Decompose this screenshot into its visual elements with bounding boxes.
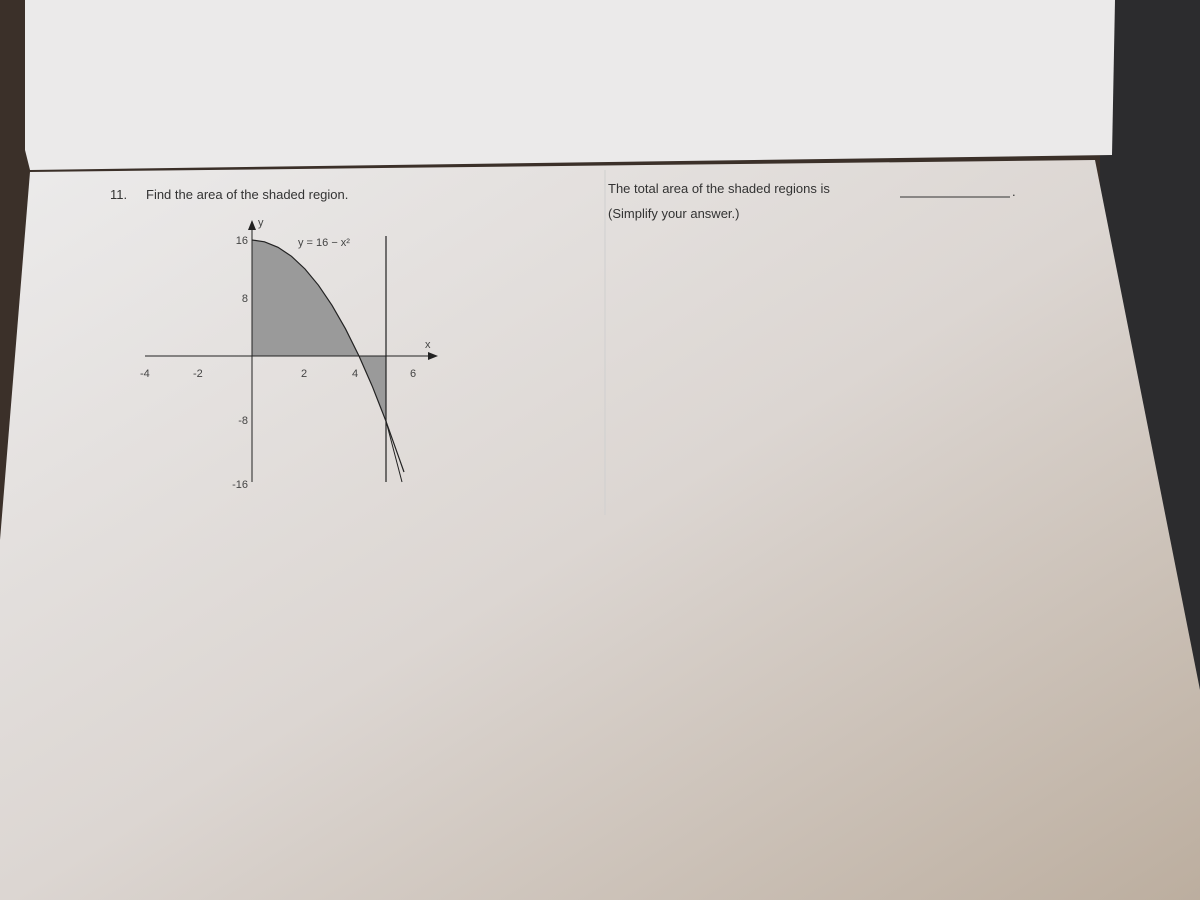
y-tick-label: 8 <box>242 293 248 305</box>
answer-prompt: The total area of the shaded regions is <box>608 181 830 196</box>
y-axis-label: y <box>258 217 264 229</box>
y-arrow <box>248 220 256 230</box>
x-tick-label: -4 <box>140 368 150 380</box>
x-tick-label: -2 <box>193 368 203 380</box>
line <box>385 420 403 483</box>
top-sheet <box>25 0 1115 170</box>
y-tick-label: -8 <box>238 415 248 427</box>
shaded-region <box>359 356 386 422</box>
x-tick-label: 2 <box>301 368 307 380</box>
shaded-region <box>252 240 359 356</box>
x-tick-label: 6 <box>410 368 416 380</box>
y-tick-label: -16 <box>232 479 248 491</box>
answer-end: . <box>1012 184 1016 199</box>
x-axis-label: x <box>425 339 431 351</box>
x-tick-label: 4 <box>352 368 358 380</box>
worksheet <box>0 160 1200 900</box>
problem-text: Find the area of the shaded region. <box>146 187 348 202</box>
problem-number: 11. <box>110 187 127 202</box>
figure: x y y = 16 − x² -4 -2 2 4 6 16 8 -8 -16 <box>140 217 438 491</box>
curve-label: y = 16 − x² <box>298 237 350 249</box>
x-arrow <box>428 352 438 360</box>
y-tick-label: 16 <box>236 235 248 247</box>
answer-hint: (Simplify your answer.) <box>608 206 739 221</box>
